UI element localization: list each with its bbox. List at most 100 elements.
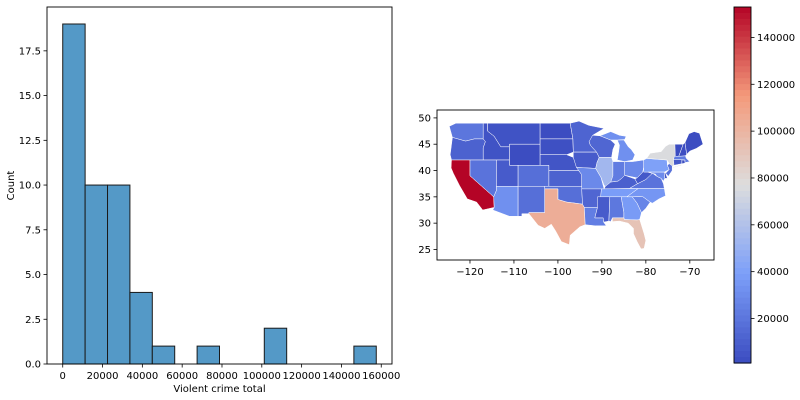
y-axis-label: Count (6, 171, 17, 201)
colorbar-segment (734, 179, 751, 186)
colorbar-segment (734, 78, 751, 85)
state-region-wi (588, 135, 616, 158)
colorbar: 20000 40000 60000 80000 100000 120000 140000 (733, 6, 795, 364)
longitude-tick-label: −120 (456, 267, 483, 278)
longitude-tick-label: −70 (679, 267, 700, 278)
colorbar-segment (734, 149, 751, 156)
colorbar-segment (734, 155, 751, 162)
colorbar-segment (734, 119, 751, 127)
state-region-ks (548, 170, 582, 187)
histogram-frame (46, 6, 393, 365)
histogram-bar (353, 345, 377, 365)
y-tick-label: 12.5 (19, 136, 41, 147)
state-region-pa (643, 158, 670, 173)
colorbar-tick-label: 100000 (757, 127, 795, 138)
x-tick-label: 0 (60, 371, 66, 382)
choropleth-map: −120 −110 −100 −90 −80 −70 25 30 35 40 45 50 (418, 109, 715, 278)
latitude-tick-label: 30 (418, 219, 431, 230)
colorbar-tick-label: 40000 (757, 267, 789, 278)
x-tick-label: 20000 (87, 371, 119, 382)
colorbar-tick-label: 20000 (757, 314, 789, 325)
colorbar-segment (734, 279, 751, 287)
colorbar-segment (734, 7, 751, 14)
state-region-nyli (671, 164, 683, 169)
histogram-bar (196, 345, 220, 365)
state-region-co (517, 165, 550, 187)
histogram-bar (62, 23, 86, 365)
state-region-nd (539, 122, 574, 140)
colorbar-segment (734, 357, 751, 364)
state-region-ct (673, 159, 683, 166)
y-tick-label: 7.5 (25, 225, 41, 236)
colorbar-segment (734, 101, 751, 109)
state-region-de (664, 171, 668, 179)
colorbar-segment (734, 262, 751, 269)
colorbar-segment (734, 96, 751, 103)
colorbar-segment (734, 339, 751, 346)
longitude-tick-label: −80 (635, 267, 656, 278)
x-tick-label: 100000 (243, 371, 281, 382)
colorbar-segment (734, 125, 751, 133)
state-region-tx (528, 188, 586, 245)
colorbar-segment (734, 190, 751, 198)
colorbar-segment (734, 220, 751, 228)
colorbar-segment (734, 297, 751, 305)
x-tick-label: 60000 (166, 371, 198, 382)
colorbar-segment (734, 54, 751, 61)
colorbar-segment (734, 196, 751, 204)
colorbar-segment (734, 345, 751, 352)
colorbar-segment (734, 291, 751, 299)
colorbar-segment (734, 167, 751, 174)
colorbar-segment (734, 232, 751, 239)
colorbar-segment (734, 268, 751, 275)
colorbar-segment (734, 30, 751, 38)
colorbar-segment (734, 24, 751, 32)
colorbar-segment (734, 107, 751, 115)
x-tick-label: 120000 (283, 371, 321, 382)
longitude-tick-label: −110 (500, 267, 527, 278)
colorbar-segment (734, 214, 751, 222)
colorbar-segment (734, 143, 751, 150)
state-region-nj (665, 163, 673, 177)
histogram-chart: 0 20000 40000 60000 80000 100000 120000 140000 1… (6, 6, 400, 395)
latitude-tick-label: 50 (418, 113, 431, 124)
state-region-nm (517, 186, 545, 217)
histogram-bar (263, 327, 288, 365)
state-region-wy (509, 143, 541, 166)
colorbar-segment (734, 327, 751, 334)
colorbar-segment (734, 250, 751, 257)
longitude-tick-label: −100 (544, 267, 571, 278)
colorbar-segment (734, 90, 751, 97)
state-region-ia (573, 151, 600, 169)
x-tick-label: 140000 (322, 371, 360, 382)
x-tick-label: 40000 (126, 371, 158, 382)
colorbar-tick-label: 60000 (757, 220, 789, 231)
colorbar-segment (734, 244, 751, 251)
colorbar-segment (734, 84, 751, 91)
histogram-bar (107, 184, 131, 365)
colorbar-segment (734, 226, 751, 234)
colorbar-segment (734, 18, 751, 26)
colorbar-segment (734, 321, 751, 328)
colorbar-frame (733, 6, 752, 364)
latitude-tick-label: 25 (418, 245, 431, 256)
histogram-bar (129, 291, 153, 365)
x-tick-label: 160000 (362, 371, 400, 382)
state-region-miu (599, 131, 627, 141)
state-region-sd (539, 138, 574, 155)
latitude-tick-label: 45 (418, 140, 431, 151)
map-frame (436, 109, 715, 261)
y-tick-label: 2.5 (25, 315, 41, 326)
x-tick-label: 80000 (206, 371, 238, 382)
colorbar-segment (734, 173, 751, 180)
longitude-tick-label: −90 (591, 267, 612, 278)
colorbar-segment (734, 309, 751, 317)
colorbar-segment (734, 66, 751, 73)
state-region-or (449, 137, 486, 161)
colorbar-segment (734, 333, 751, 340)
y-tick-label: 5.0 (25, 270, 41, 281)
state-region-az (492, 186, 519, 217)
colorbar-segment (734, 48, 751, 56)
colorbar-segment (734, 42, 751, 50)
